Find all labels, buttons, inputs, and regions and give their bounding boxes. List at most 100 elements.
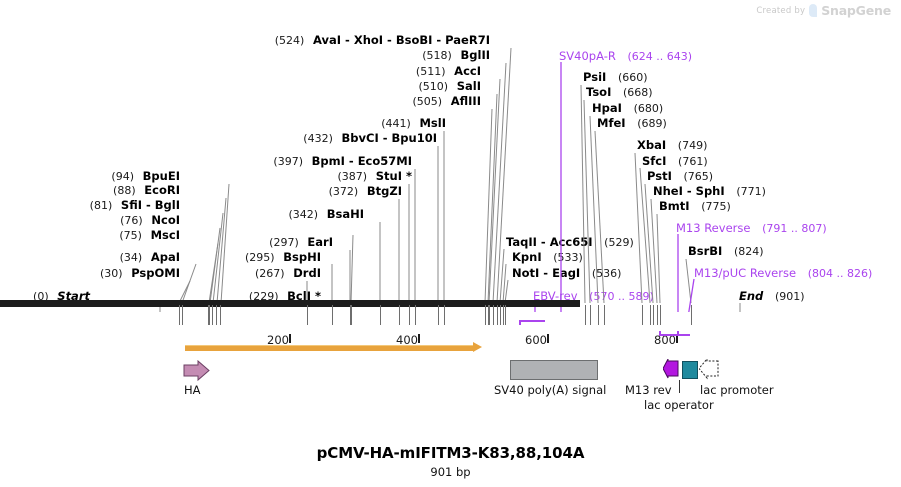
feature-label-sv40-polya[interactable]: SV40 poly(A) signal bbox=[494, 383, 607, 397]
cut-tick bbox=[497, 305, 498, 325]
terminal-label-end[interactable]: End (901) bbox=[739, 290, 805, 303]
site-position: (660) bbox=[617, 71, 648, 84]
site-label-avai-xhoi-bsobi-paer7i[interactable]: (524) AvaI - XhoI - BsoBI - PaeR7I bbox=[275, 34, 490, 47]
site-label-noti-eagi[interactable]: NotI - EagI (536) bbox=[512, 267, 621, 280]
site-label-nhei-sphi[interactable]: NheI - SphI (771) bbox=[653, 185, 766, 198]
site-label-afliii[interactable]: (505) AflIII bbox=[412, 95, 481, 108]
site-label-apai[interactable]: (34) ApaI bbox=[120, 251, 180, 264]
site-label-psti[interactable]: PstI (765) bbox=[647, 170, 713, 183]
sv40-polya-feature-box[interactable] bbox=[510, 360, 598, 380]
site-label-btgzi[interactable]: (372) BtgZI bbox=[329, 185, 402, 198]
site-label-msli[interactable]: (441) MslI bbox=[381, 117, 446, 130]
site-label-bmti[interactable]: BmtI (775) bbox=[659, 200, 731, 213]
site-label-tsoi[interactable]: TsoI (668) bbox=[586, 86, 653, 99]
site-name: PstI bbox=[647, 169, 672, 183]
terminal-start-position: (0) bbox=[33, 290, 49, 303]
site-label-sfii-bgli[interactable]: (81) SfiI - BglI bbox=[90, 199, 180, 212]
site-label-xbai[interactable]: XbaI (749) bbox=[637, 139, 707, 152]
cut-tick bbox=[485, 305, 486, 325]
lac-promoter-feature-arrow-icon[interactable] bbox=[699, 359, 719, 380]
site-label-bcli[interactable]: (229) BclI * bbox=[249, 290, 321, 303]
site-name: MslI bbox=[419, 116, 446, 130]
site-label-stui[interactable]: (387) StuI * bbox=[337, 170, 412, 183]
site-label-ecori[interactable]: (88) EcoRI bbox=[113, 184, 180, 197]
primer-label-m13-reverse[interactable]: M13 Reverse (791 .. 807) bbox=[676, 222, 827, 235]
site-label-psii[interactable]: PsiI (660) bbox=[583, 71, 648, 84]
site-position: (771) bbox=[736, 185, 766, 198]
site-position: (76) bbox=[120, 214, 143, 227]
ha-feature-arrow-icon[interactable] bbox=[183, 360, 211, 382]
site-name: HpaI bbox=[592, 101, 622, 115]
site-label-mfei[interactable]: MfeI (689) bbox=[597, 117, 667, 130]
site-label-bsphi[interactable]: (295) BspHI bbox=[245, 251, 321, 264]
orf-feature-bar[interactable] bbox=[185, 345, 473, 351]
site-label-taqii-acc65i[interactable]: TaqII - Acc65I (529) bbox=[506, 236, 634, 249]
site-position: (529) bbox=[604, 236, 634, 249]
site-label-sfci[interactable]: SfcI (761) bbox=[642, 155, 708, 168]
cut-tick bbox=[505, 305, 506, 325]
site-position: (88) bbox=[113, 184, 136, 197]
primer-range: (791 .. 807) bbox=[762, 222, 827, 235]
site-label-drdi[interactable]: (267) DrdI bbox=[255, 267, 321, 280]
site-name: BsaHI bbox=[326, 207, 364, 221]
cut-tick bbox=[350, 305, 351, 325]
site-label-bpmi-eco57mi[interactable]: (397) BpmI - Eco57MI bbox=[273, 155, 412, 168]
site-label-hpai[interactable]: HpaI (680) bbox=[592, 102, 663, 115]
cut-tick bbox=[332, 305, 333, 325]
sequence-ruler[interactable]: 200 400 600 800 bbox=[0, 300, 901, 347]
cut-tick bbox=[500, 305, 501, 325]
cut-tick bbox=[220, 305, 221, 325]
feature-label-lac-operator[interactable]: lac operator bbox=[644, 398, 714, 412]
ruler-scale-tick bbox=[547, 334, 549, 343]
primer-label-sv40pa-r[interactable]: SV40pA-R (624 .. 643) bbox=[559, 50, 692, 63]
cut-tick bbox=[209, 305, 210, 325]
site-label-acci[interactable]: (511) AccI bbox=[416, 65, 481, 78]
site-label-bbvci-bpu10i[interactable]: (432) BbvCI - Bpu10I bbox=[303, 132, 437, 145]
feature-track: HA SV40 poly(A) signal M13 rev lac opera… bbox=[0, 336, 901, 412]
primer-label-ebv-rev[interactable]: EBV-rev (570 .. 589) bbox=[533, 290, 654, 303]
ruler-scale-tick bbox=[418, 334, 420, 343]
site-label-msci[interactable]: (75) MscI bbox=[119, 229, 180, 242]
cut-tick bbox=[488, 305, 489, 325]
cut-tick bbox=[380, 305, 381, 325]
ruler-scale-label: 600 bbox=[525, 333, 547, 347]
site-position: (668) bbox=[623, 86, 653, 99]
ruler-scale-tick bbox=[289, 334, 291, 343]
site-name: MscI bbox=[150, 228, 180, 242]
site-name: PsiI bbox=[583, 70, 607, 84]
site-position: (689) bbox=[637, 117, 667, 130]
cut-tick bbox=[409, 305, 410, 325]
site-name: BmtI bbox=[659, 199, 690, 213]
title-block: pCMV-HA-mIFITM3-K83,88,104A 901 bp bbox=[0, 444, 901, 479]
site-position: (81) bbox=[89, 199, 113, 212]
site-label-bsrbi[interactable]: BsrBI (824) bbox=[688, 245, 764, 258]
feature-label-lac-promoter[interactable]: lac promoter bbox=[700, 383, 774, 397]
site-label-sali[interactable]: (510) SalI bbox=[418, 80, 481, 93]
site-label-eari[interactable]: (297) EarI bbox=[269, 236, 333, 249]
site-name: AflIII bbox=[450, 94, 481, 108]
primer-label-m13-puc-reverse[interactable]: M13/pUC Reverse (804 .. 826) bbox=[694, 267, 872, 280]
site-label-bsahi[interactable]: (342) BsaHI bbox=[288, 208, 364, 221]
lac-operator-feature-box[interactable] bbox=[682, 361, 698, 379]
primer-range: (624 .. 643) bbox=[627, 50, 693, 63]
primer-name: M13/pUC Reverse bbox=[694, 266, 797, 280]
site-label-bpuei[interactable]: (94) BpuEI bbox=[111, 170, 180, 183]
site-name: ApaI bbox=[150, 250, 180, 264]
feature-label-divider bbox=[679, 380, 680, 393]
cut-tick bbox=[604, 305, 605, 325]
site-label-pspomi[interactable]: (30) PspOMI bbox=[100, 267, 180, 280]
site-name: AvaI - XhoI - BsoBI - PaeR7I bbox=[313, 33, 490, 47]
site-name: BclI * bbox=[287, 289, 321, 303]
site-label-ncoi[interactable]: (76) NcoI bbox=[120, 214, 180, 227]
terminal-end-name: End bbox=[739, 289, 764, 303]
site-name: BbvCI - Bpu10I bbox=[341, 131, 437, 145]
feature-label-ha[interactable]: HA bbox=[184, 383, 201, 397]
site-name: SfiI - BglI bbox=[120, 198, 180, 212]
site-label-bglii[interactable]: (518) BglII bbox=[422, 49, 490, 62]
feature-label-m13-rev[interactable]: M13 rev bbox=[625, 383, 672, 397]
site-position: (524) bbox=[274, 34, 305, 47]
snapgene-watermark: Created by SnapGene bbox=[756, 3, 891, 18]
ruler-scale-label: 400 bbox=[396, 333, 418, 347]
m13-rev-feature-arrow-icon[interactable] bbox=[663, 359, 679, 380]
terminal-label-start[interactable]: (0) Start bbox=[33, 290, 90, 303]
